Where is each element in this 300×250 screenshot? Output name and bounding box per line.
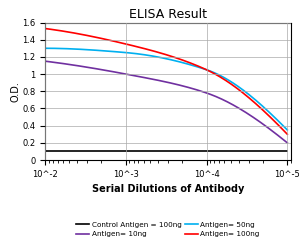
Control Antigen = 100ng xyxy=(137,150,141,153)
Antigen= 10ng xyxy=(286,141,289,144)
Antigen= 50ng xyxy=(286,128,289,132)
Antigen= 100ng xyxy=(43,27,47,30)
Antigen= 10ng xyxy=(43,60,47,63)
Antigen= 10ng xyxy=(81,65,85,68)
Antigen= 100ng xyxy=(66,30,70,34)
Antigen= 50ng xyxy=(141,53,145,56)
Control Antigen = 100ng xyxy=(285,150,288,153)
Antigen= 50ng xyxy=(43,47,47,50)
Antigen= 50ng xyxy=(285,128,288,130)
Control Antigen = 100ng xyxy=(81,150,85,153)
Antigen= 10ng xyxy=(137,75,141,78)
Antigen= 100ng xyxy=(285,132,288,135)
Control Antigen = 100ng xyxy=(66,150,70,153)
Antigen= 10ng xyxy=(141,76,145,79)
Antigen= 100ng xyxy=(286,133,289,136)
Title: ELISA Result: ELISA Result xyxy=(129,8,207,21)
Antigen= 100ng xyxy=(81,33,85,36)
Control Antigen = 100ng xyxy=(141,150,145,153)
Legend: Control Antigen = 100ng, Antigen= 10ng, Antigen= 50ng, Antigen= 100ng: Control Antigen = 100ng, Antigen= 10ng, … xyxy=(74,218,262,240)
Antigen= 10ng xyxy=(66,63,70,66)
Antigen= 100ng xyxy=(142,47,146,50)
Antigen= 50ng xyxy=(137,52,141,56)
Antigen= 10ng xyxy=(142,76,146,79)
Antigen= 100ng xyxy=(137,46,141,49)
Antigen= 50ng xyxy=(66,47,70,50)
X-axis label: Serial Dilutions of Antibody: Serial Dilutions of Antibody xyxy=(92,184,244,194)
Control Antigen = 100ng xyxy=(142,150,146,153)
Control Antigen = 100ng xyxy=(43,150,47,153)
Line: Antigen= 50ng: Antigen= 50ng xyxy=(45,48,287,130)
Antigen= 10ng xyxy=(285,141,288,144)
Antigen= 50ng xyxy=(81,48,85,51)
Antigen= 50ng xyxy=(142,53,146,56)
Antigen= 100ng xyxy=(141,47,145,50)
Line: Antigen= 100ng: Antigen= 100ng xyxy=(45,28,287,134)
Control Antigen = 100ng xyxy=(286,150,289,153)
Y-axis label: O.D.: O.D. xyxy=(11,81,21,102)
Line: Antigen= 10ng: Antigen= 10ng xyxy=(45,61,287,143)
